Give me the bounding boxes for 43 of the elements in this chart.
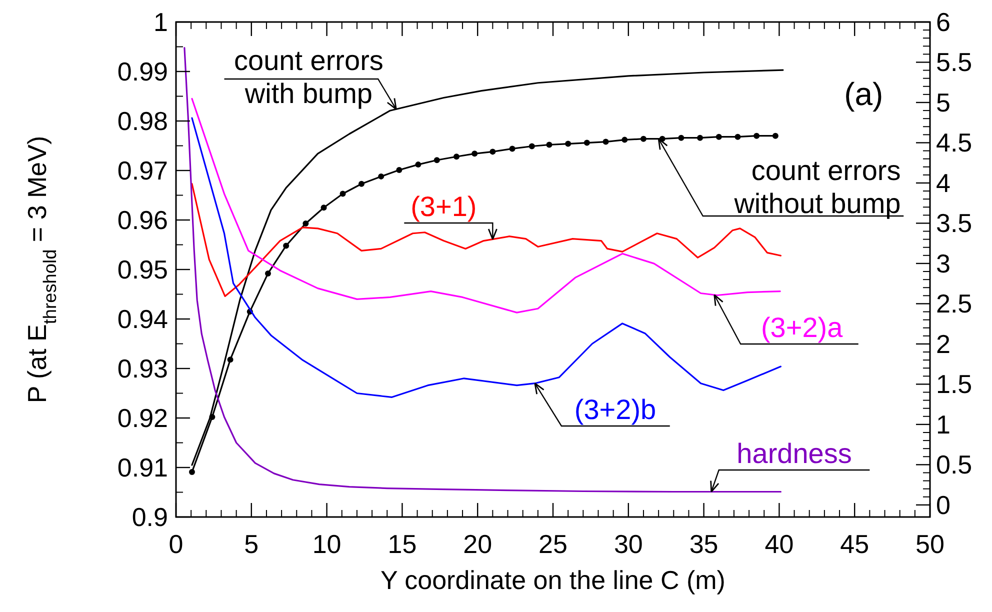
series-label: (3+2)b — [574, 394, 656, 425]
x-tick-label: 10 — [312, 529, 342, 559]
series-label: hardness — [736, 438, 852, 469]
y2-tick-label: 3.5 — [936, 208, 972, 238]
x-tick-label: 5 — [244, 529, 259, 559]
y2-tick-label: 5.5 — [936, 47, 972, 78]
y-tick-label: 0.93 — [117, 354, 168, 384]
y-tick-label: 0.97 — [117, 156, 168, 186]
y2-tick-label: 0 — [936, 490, 950, 520]
y2-tick-label: 6 — [936, 7, 950, 37]
x-tick-label: 20 — [463, 529, 492, 559]
x-tick-label: 30 — [614, 529, 643, 559]
y2-tick-label: 1 — [936, 409, 950, 440]
y-tick-label: 0.99 — [117, 56, 168, 86]
y-tick-label: 0.96 — [117, 205, 168, 235]
y2-tick-label: 4 — [936, 168, 950, 198]
y-tick-label: 0.9 — [132, 502, 168, 532]
x-axis-title: Y coordinate on the line C (m) — [380, 565, 726, 595]
y2-tick-label: 2 — [936, 328, 950, 359]
series-label: (3+2)a — [760, 312, 844, 343]
x-tick-label: 15 — [388, 529, 417, 559]
legend-label: count errors with bump — [234, 45, 384, 109]
y2-tick-label: 2.5 — [936, 288, 972, 319]
y-tick-label: 1 — [154, 7, 168, 37]
series-label: (3+1) — [410, 191, 477, 222]
x-tick-label: 45 — [840, 529, 870, 559]
x-tick-label: 35 — [689, 529, 718, 559]
y2-tick-label: 1.5 — [936, 369, 972, 400]
x-tick-label: 25 — [538, 529, 568, 559]
y2-tick-label: 5 — [936, 87, 950, 118]
y-tick-label: 0.98 — [117, 106, 168, 136]
x-tick-label: 0 — [168, 529, 184, 559]
y2-tick-label: 4.5 — [936, 128, 972, 158]
annotation: (a) — [844, 76, 884, 112]
y-tick-label: 0.94 — [117, 304, 168, 334]
y2-tick-label: 3 — [936, 248, 950, 278]
series-label: count errors without bump — [733, 155, 901, 219]
y-tick-label: 0.92 — [117, 403, 168, 433]
y-tick-label: 0.91 — [117, 452, 168, 482]
x-tick-label: 50 — [916, 529, 944, 559]
y-tick-label: 0.95 — [117, 254, 168, 284]
y2-tick-label: 0.5 — [936, 450, 972, 480]
x-tick-label: 40 — [764, 529, 794, 559]
